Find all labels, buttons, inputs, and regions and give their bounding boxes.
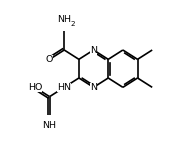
Text: NH: NH: [57, 15, 71, 24]
Text: HN: HN: [57, 83, 71, 92]
Text: NH: NH: [43, 121, 57, 130]
Text: O: O: [46, 55, 53, 64]
Text: N: N: [90, 45, 97, 54]
Text: HO: HO: [28, 83, 42, 92]
Text: 2: 2: [71, 21, 75, 27]
Text: N: N: [90, 83, 97, 92]
